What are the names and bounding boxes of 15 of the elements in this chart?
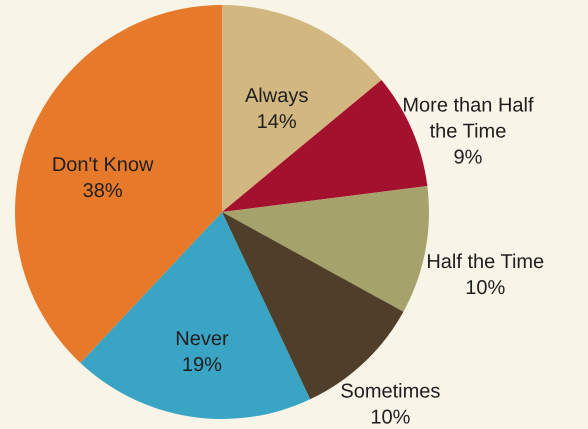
slice-label: Never — [175, 328, 229, 350]
slice-label: Don't Know — [52, 154, 154, 176]
pie-slice — [80, 212, 310, 419]
data-label: 38% — [82, 180, 123, 202]
slice-label: Always — [244, 84, 308, 107]
data-label: 10% — [465, 277, 506, 300]
slice-label: More than Half the Time — [402, 94, 534, 143]
pie-slice — [222, 186, 429, 312]
data-label: 10% — [370, 406, 411, 428]
data-label: 9% — [454, 146, 483, 169]
data-label: 19% — [182, 354, 222, 376]
slice-label: Sometimes — [340, 380, 440, 402]
data-label: 14% — [256, 110, 297, 133]
pie-slice — [222, 5, 382, 212]
slice-label: Half the Time — [426, 251, 544, 274]
